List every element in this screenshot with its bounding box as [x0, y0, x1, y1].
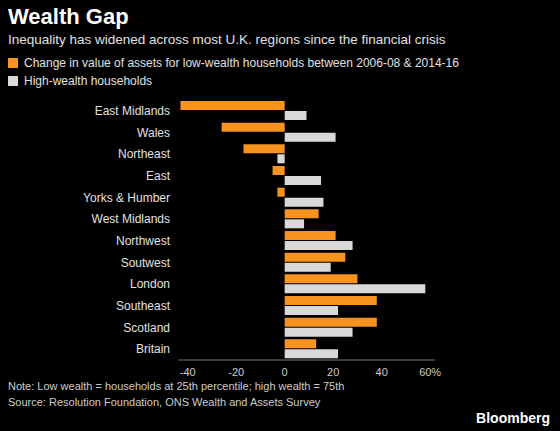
- svg-text:East Midlands: East Midlands: [95, 104, 170, 118]
- html-text:Wealth Gap: Wealth Gap: [8, 4, 129, 29]
- html-text:Inequality has widened across: Inequality has widened across most U.K. …: [8, 32, 446, 47]
- svg-text:20: 20: [327, 366, 339, 378]
- html-text:Bloomberg: Bloomberg: [476, 410, 550, 426]
- svg-text:London: London: [130, 277, 170, 291]
- svg-text:-20: -20: [228, 366, 244, 378]
- html-text:Note: Low wealth = households: Note: Low wealth = households at 25th pe…: [8, 380, 345, 392]
- svg-text:Scotland: Scotland: [123, 321, 170, 335]
- svg-text:Southeast: Southeast: [116, 299, 171, 313]
- svg-text:0: 0: [282, 366, 288, 378]
- svg-text:Wales: Wales: [137, 126, 170, 140]
- svg-text:Northwest: Northwest: [116, 234, 171, 248]
- svg-text:Soutwest: Soutwest: [121, 256, 171, 270]
- svg-text:40: 40: [376, 366, 388, 378]
- svg-text:-40: -40: [180, 366, 196, 378]
- svg-text:West Midlands: West Midlands: [92, 212, 170, 226]
- svg-text:Northeast: Northeast: [118, 147, 171, 161]
- html-text:Change in value of assets for: Change in value of assets for low-wealth…: [24, 56, 459, 70]
- svg-text:Britain: Britain: [136, 342, 170, 356]
- svg-text:East: East: [146, 169, 171, 183]
- svg-text:Yorks & Humber: Yorks & Humber: [83, 191, 170, 205]
- html-text:Source: Resolution Foundation,: Source: Resolution Foundation, ONS Wealt…: [8, 396, 321, 408]
- svg-text:60%: 60%: [419, 366, 441, 378]
- html-text:High-wealth households: High-wealth households: [24, 74, 153, 88]
